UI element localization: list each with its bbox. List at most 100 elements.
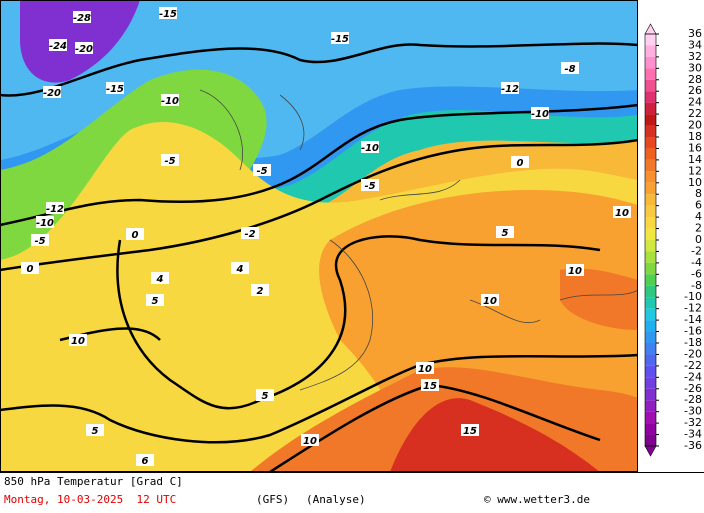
label-box <box>361 179 379 191</box>
label-box <box>36 216 54 228</box>
colorbar-band <box>645 285 656 298</box>
colorbar-tick-label: 18 <box>688 130 702 143</box>
colorbar-tick-label: 34 <box>688 38 702 51</box>
contour-label: -15 <box>331 34 349 45</box>
colorbar-tick-label: -22 <box>684 359 702 372</box>
contour-label: 5 <box>92 426 99 437</box>
label-box <box>461 424 479 436</box>
contour-label: -20 <box>43 88 61 99</box>
colorbar-band <box>645 240 656 252</box>
label-box <box>86 424 104 436</box>
colorbar-band <box>645 308 656 321</box>
colorbar-tick-label: -8 <box>691 279 702 292</box>
footer-model: (GFS) <box>256 493 289 506</box>
label-box <box>146 294 164 306</box>
colorbar-band <box>645 194 656 206</box>
contour-label: -10 <box>531 109 549 120</box>
colorbar-tick-label: -24 <box>684 370 702 383</box>
contour-label: 10 <box>418 364 432 375</box>
label-box <box>481 294 499 306</box>
colorbar-band <box>645 148 656 160</box>
label-box <box>361 141 379 153</box>
colorbar-tick-label: 28 <box>688 73 702 86</box>
colorbar-band <box>645 331 656 343</box>
label-box <box>301 434 319 446</box>
colorbar-band <box>645 137 656 149</box>
label-box <box>531 107 549 119</box>
contour-label: -15 <box>106 84 124 95</box>
colorbar-tick-label: 20 <box>688 119 702 132</box>
contour-label: -15 <box>159 9 177 20</box>
colorbar-tick-label: -14 <box>684 313 702 326</box>
colorbar-band <box>645 274 656 286</box>
contour-label: -2 <box>244 229 255 240</box>
contour-label: 0 <box>132 230 139 241</box>
colorbar-band <box>645 411 656 424</box>
colorbar-band <box>645 400 656 412</box>
colorbar-tick-label: -18 <box>684 336 702 349</box>
very-cold-zone <box>20 0 140 83</box>
colorbar-band <box>645 171 656 183</box>
colorbar-tick-label: -16 <box>684 325 702 338</box>
colorbar-band <box>645 343 656 355</box>
colorbar-tick-label: -36 <box>684 439 702 452</box>
contour-label: -28 <box>73 13 91 24</box>
contour-label: 4 <box>236 264 244 275</box>
colorbar-tick-label: -2 <box>691 244 702 257</box>
colorbar-band <box>645 68 656 80</box>
colorbar-band <box>645 388 656 401</box>
label-box <box>421 379 439 391</box>
label-box <box>161 154 179 166</box>
colorbar-tick-label: 26 <box>688 84 702 97</box>
colorbar-tick-label: -10 <box>684 290 702 303</box>
contour-label: -12 <box>501 84 519 95</box>
label-box <box>126 228 144 240</box>
contour-label: 10 <box>303 436 317 447</box>
colorbar-band <box>645 297 656 309</box>
colorbar-tick-label: -30 <box>684 405 702 418</box>
contour-label: 6 <box>142 456 149 467</box>
label-box <box>253 164 271 176</box>
colorbar-band <box>645 423 656 435</box>
colorbar-tip <box>644 445 657 457</box>
label-box <box>136 454 154 466</box>
contour-label: 15 <box>423 381 437 392</box>
label-box <box>161 94 179 106</box>
contour-label: -5 <box>164 156 175 167</box>
label-box <box>331 32 349 44</box>
colorbar-tick-label: 10 <box>688 176 702 189</box>
colorbar-tick-label: 16 <box>688 141 702 154</box>
colorbar-band <box>645 365 656 378</box>
contour-label: 4 <box>156 274 164 285</box>
contour-label: -5 <box>256 166 267 177</box>
label-box <box>21 262 39 274</box>
colorbar-tick-label: -20 <box>684 347 702 360</box>
label-box <box>159 7 177 19</box>
footer-date: Montag, 10-03-2025 12 UTC <box>4 493 176 506</box>
colorbar-tick-label: 2 <box>695 222 702 235</box>
colorbar-tick-label: -32 <box>684 416 702 429</box>
label-box <box>43 86 61 98</box>
colorbar-band <box>645 79 656 92</box>
contour-label: 15 <box>463 426 477 437</box>
label-box <box>566 264 584 276</box>
colorbar-band <box>645 182 656 195</box>
label-box <box>31 234 49 246</box>
label-box <box>231 262 249 274</box>
colorbar-band <box>645 56 656 69</box>
colorbar-tick-label: 12 <box>688 164 702 177</box>
colorbar-band <box>645 114 656 126</box>
colorbar-tick-label: 6 <box>695 199 702 212</box>
colorbar-band <box>645 34 656 46</box>
colorbar-band <box>645 354 656 366</box>
contour-label: 0 <box>27 264 34 275</box>
contour-label: -10 <box>161 96 179 107</box>
label-box <box>496 226 514 238</box>
coastlines <box>199 89 638 391</box>
colorbar-band <box>645 434 656 446</box>
footer-credit: © www.wetter3.de <box>484 493 590 506</box>
contour-label: -8 <box>564 64 575 75</box>
label-box <box>561 62 579 74</box>
label-box <box>75 42 93 54</box>
label-box <box>241 227 259 239</box>
